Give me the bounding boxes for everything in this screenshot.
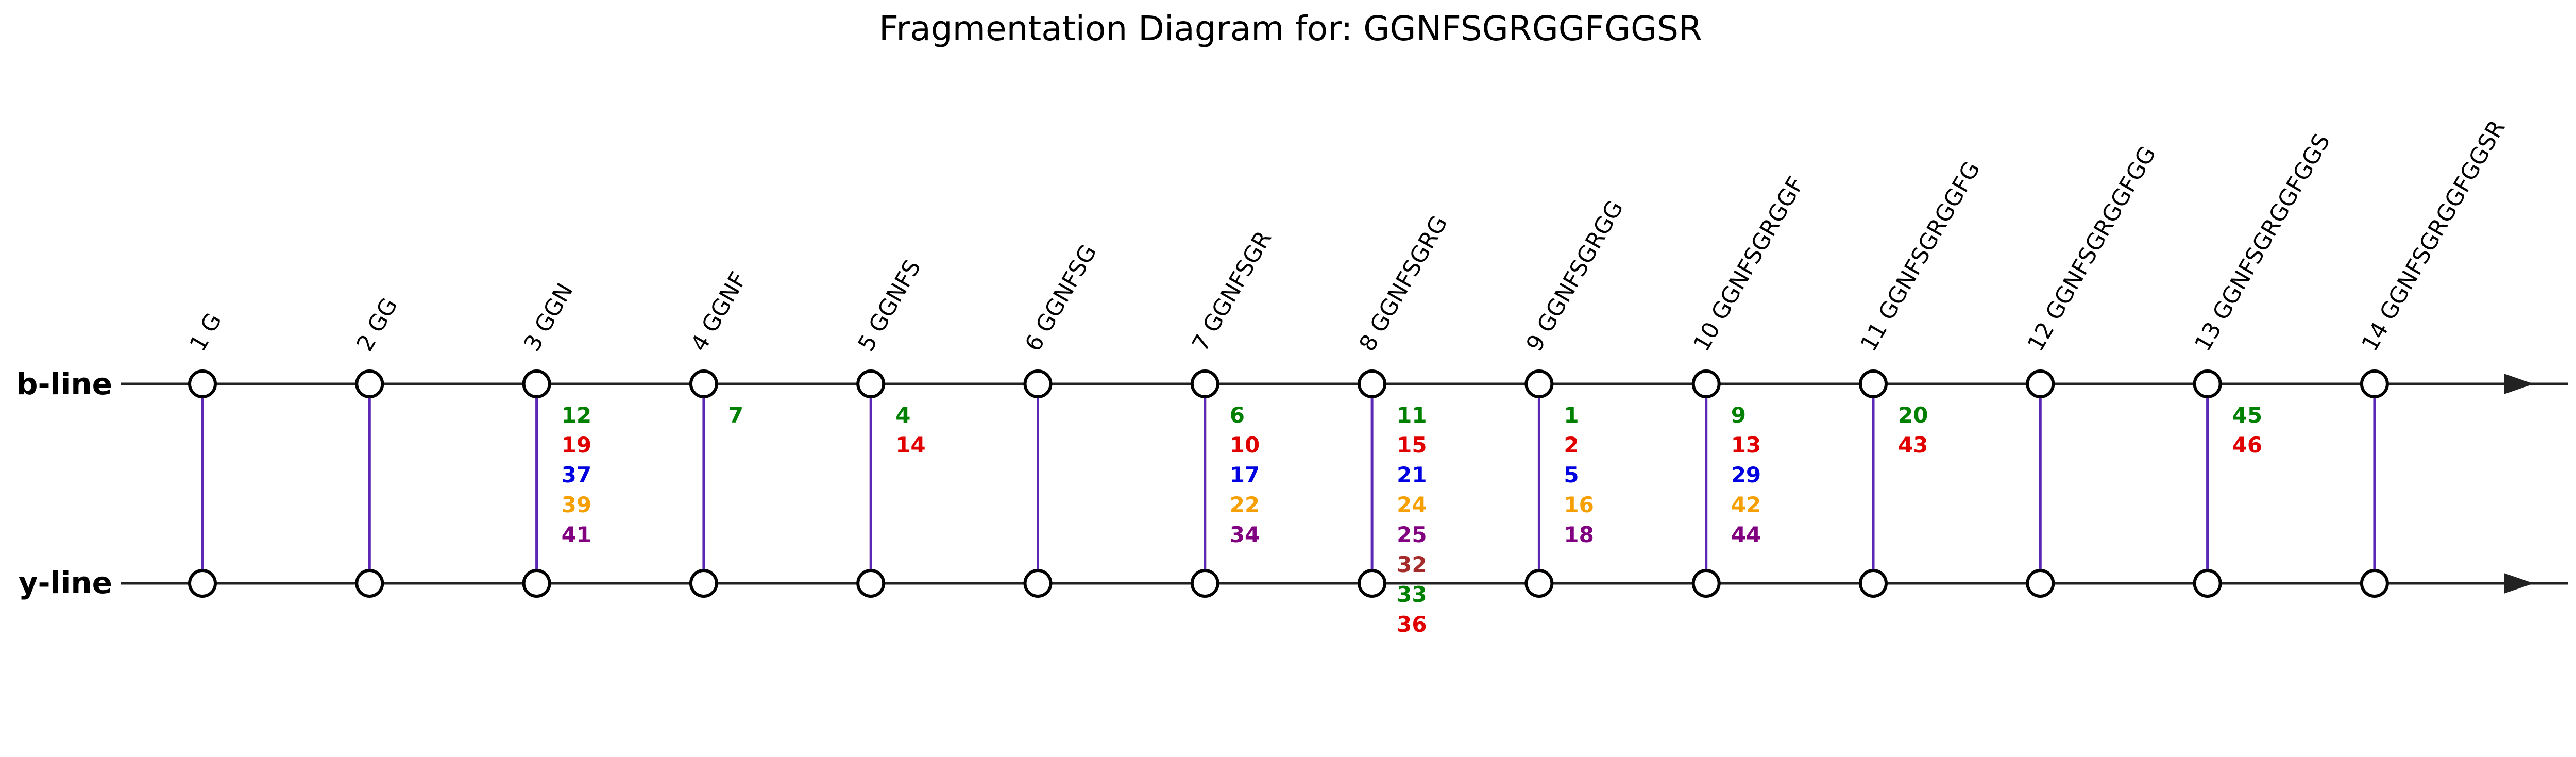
fragment-label: 10 GGNFSGRGGF (1688, 172, 1809, 356)
ion-number: 45 (2232, 402, 2262, 428)
ion-number: 4 (895, 402, 910, 428)
b-line-arrowhead (2504, 374, 2534, 394)
fragment-position: 12 GGNFSGRGGFGG (2023, 142, 2161, 598)
y-ion-node (1524, 569, 1554, 598)
fragment-label: 1 G (184, 309, 227, 356)
b-ion-node (2193, 369, 2222, 398)
ion-number: 25 (1397, 522, 1427, 547)
y-ion-node (1190, 569, 1219, 598)
ion-number: 21 (1397, 462, 1427, 487)
y-ion-node (188, 569, 217, 598)
ion-number: 22 (1230, 492, 1260, 517)
fragment-position: 3 GGN 12 19 37 39 41 (519, 279, 591, 598)
b-ion-node (522, 369, 551, 398)
fragment-position: 9 GGNFSGRGG 1 2 5 16 18 (1521, 196, 1629, 598)
ion-number: 24 (1397, 492, 1427, 517)
b-ion-node (1023, 369, 1053, 398)
fragment-label: 14 GGNFSGRGGFGGSR (2357, 116, 2510, 356)
ion-number: 39 (562, 492, 591, 517)
ion-number: 46 (2232, 432, 2262, 458)
fragment-position: 6 GGNFSG (1020, 240, 1102, 598)
fragment-position: 4 GGNF 7 (686, 267, 752, 598)
b-ion-node (1190, 369, 1219, 398)
y-ion-node (1859, 569, 1888, 598)
y-ion-node (2193, 569, 2222, 598)
b-ion-node (1524, 369, 1554, 398)
ion-number: 1 (1564, 402, 1579, 428)
ion-number: 12 (562, 402, 591, 428)
y-ion-node (1358, 569, 1387, 598)
fragment-position: 8 GGNFSGRG 11 15 21 24 25 32 33 36 (1354, 211, 1452, 637)
ion-number: 32 (1397, 552, 1427, 577)
ion-number: 13 (1731, 432, 1761, 458)
ion-number: 19 (562, 432, 591, 458)
b-ion-node (1358, 369, 1387, 398)
y-ion-node (2026, 569, 2055, 598)
fragment-label: 13 GGNFSGRGGFGGS (2190, 129, 2335, 356)
fragment-label: 11 GGNFSGRGGFG (1855, 157, 1985, 356)
ion-number: 11 (1397, 402, 1427, 428)
ion-number: 20 (1898, 402, 1928, 428)
fragment-position: 13 GGNFSGRGGFGGS 45 46 (2190, 129, 2335, 598)
diagram-title: Fragmentation Diagram for: GGNFSGRGGFGGS… (879, 9, 1702, 48)
fragment-label: 6 GGNFSG (1020, 240, 1102, 356)
y-line-arrowhead (2504, 573, 2534, 594)
ion-number: 10 (1230, 432, 1260, 458)
ion-number: 37 (562, 462, 591, 487)
b-ion-node (856, 369, 886, 398)
b-ion-node (1691, 369, 1721, 398)
y-ion-node (856, 569, 886, 598)
fragment-label: 2 GG (352, 294, 403, 356)
b-ion-node (2026, 369, 2055, 398)
ion-number: 16 (1564, 492, 1594, 517)
fragment-label: 8 GGNFSGRG (1354, 211, 1452, 356)
y-ion-node (2360, 569, 2389, 598)
fragment-label: 9 GGNFSGRGG (1521, 196, 1629, 356)
ion-number: 33 (1397, 582, 1427, 607)
y-ion-node (689, 569, 718, 598)
fragment-label: 12 GGNFSGRGGFGG (2023, 142, 2161, 356)
ion-number: 34 (1230, 522, 1260, 547)
fragment-position: 7 GGNFSGR 6 10 17 22 34 (1187, 227, 1277, 598)
ion-number: 42 (1731, 492, 1761, 517)
ion-number: 6 (1230, 402, 1245, 428)
ion-number: 43 (1898, 432, 1928, 458)
b-line-label: b-line (16, 366, 112, 401)
y-ion-node (355, 569, 384, 598)
y-line-label: y-line (19, 565, 112, 600)
fragment-position: 2 GG (352, 294, 403, 598)
b-ion-node (1859, 369, 1888, 398)
ion-number: 15 (1397, 432, 1427, 458)
ion-number: 18 (1564, 522, 1594, 547)
ion-number: 36 (1397, 612, 1427, 637)
fragment-label: 5 GGNFS (853, 256, 926, 356)
fragment-position: 1 G (184, 309, 227, 598)
ion-number: 17 (1230, 462, 1260, 487)
fragment-label: 4 GGNF (686, 267, 752, 356)
ion-number: 14 (895, 432, 925, 458)
ion-number: 5 (1564, 462, 1579, 487)
b-ion-node (188, 369, 217, 398)
b-ion-node (2360, 369, 2389, 398)
ion-number: 9 (1731, 402, 1746, 428)
y-ion-node (522, 569, 551, 598)
fragment-position: 5 GGNFS 4 14 (853, 256, 926, 598)
ion-number: 29 (1731, 462, 1761, 487)
fragment-position: 11 GGNFSGRGGFG 20 43 (1855, 157, 1985, 598)
ion-number: 41 (562, 522, 591, 547)
b-ion-node (689, 369, 718, 398)
ion-number: 2 (1564, 432, 1579, 458)
y-ion-node (1691, 569, 1721, 598)
ion-number: 7 (728, 402, 743, 428)
fragment-position: 14 GGNFSGRGGFGGSR (2357, 116, 2511, 598)
fragment-label: 3 GGN (519, 279, 579, 356)
y-ion-node (1023, 569, 1053, 598)
ion-number: 44 (1731, 522, 1761, 547)
b-ion-node (355, 369, 384, 398)
fragment-label: 7 GGNFSGR (1187, 227, 1277, 356)
